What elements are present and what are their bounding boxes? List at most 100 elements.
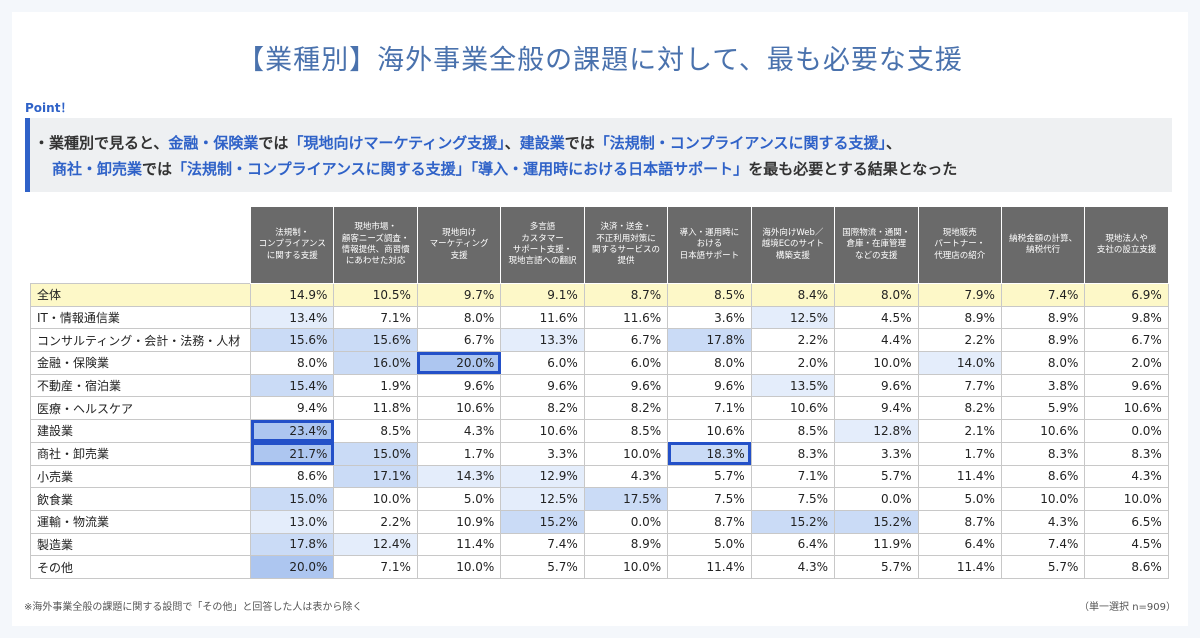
cell: 6.4% [917,532,1002,557]
cell: 10.0% [1000,487,1086,511]
table-row: 製造業 17.8% 12.4% 11.4% 7.4% 8.9% 5.0% 6.4% 11.9% 6… [30,532,1169,557]
cell: 8.2% [917,396,1002,421]
cell: 5.7% [667,464,752,489]
cell: 16.0% [333,351,418,375]
cell: 10.6% [667,419,752,443]
cell: 8.5% [667,283,752,307]
cell: 15.4% [249,373,335,398]
cell: 2.2% [750,328,836,353]
cell: 13.0% [249,509,335,534]
point-text: 、 [504,134,520,152]
cell: 11.4% [917,464,1002,489]
table-row: 運輸・物流業 13.0% 2.2% 10.9% 15.2% 0.0% 8.7% 15.2% 15… [30,509,1169,534]
table-row: 小売業 8.6% 17.1% 14.3% 12.9% 4.3% 5.7% 7.1% 5.7% 11… [30,464,1169,489]
cell: 3.3% [500,441,585,466]
cell: 10.5% [333,283,418,307]
cell: 15.6% [333,328,418,353]
cell: 14.3% [416,464,502,489]
title: 【業種別】海外事業全般の課題に対して、最も必要な支援 [237,45,963,76]
point-text: 建設業 [519,134,565,152]
cell: 8.2% [500,396,585,421]
cell: 18.3% [667,441,752,466]
cell: 8.7% [667,509,752,534]
table-row: 不動産・宿泊業 15.4% 1.9% 9.6% 9.6% 9.6% 9.6% 13.5% 9.6… [30,373,1169,398]
cell: 1.7% [416,441,502,466]
cell: 11.4% [416,532,502,557]
cell: 5.7% [834,555,919,579]
cell: 12.4% [333,532,418,557]
cell: 7.1% [750,464,836,489]
column-header: 納税金額の計算、 納税代行 [1000,206,1086,284]
cell: 10.6% [1000,419,1086,443]
table: 法規制・ コンプライアンス に関する支援 現地市場・ 顧客ニーズ調査・ 情報提供、… [30,206,1169,579]
row-label: 運輸・物流業 [30,509,251,534]
cell: 11.4% [917,555,1002,579]
cell: 8.6% [1084,555,1169,579]
cell: 5.0% [416,487,502,511]
cell: 8.0% [249,351,335,375]
cell: 7.5% [750,487,836,511]
cell: 11.6% [583,305,669,330]
column-header: 海外向けWeb／ 越境ECのサイト 構築支援 [750,206,836,284]
cell: 17.1% [333,464,418,489]
cell: 8.0% [1000,351,1086,375]
cell: 10.6% [500,419,585,443]
cell: 7.4% [1000,283,1086,307]
cell: 5.7% [834,464,919,489]
cell: 10.6% [750,396,836,421]
footnote: ※海外事業全般の課題に関する設問で「その他」と回答した人は表から除く [24,602,363,613]
cell: 9.6% [500,373,585,398]
cell: 6.7% [1084,328,1169,353]
cell: 10.0% [1084,487,1169,511]
cell: 9.6% [416,373,502,398]
point-box: ・業種別で見ると、金融・保険業では「現地向けマーケティング支援」、建設業では「法… [25,118,1172,192]
cell: 9.6% [667,373,752,398]
column-header: 決済・送金・ 不正利用対策に 関するサービスの 提供 [583,206,669,284]
cell: 15.2% [500,509,585,534]
cell: 6.4% [750,532,836,557]
row-label: 製造業 [30,532,251,557]
point-text: 「法規制・コンプライアンスに関する支援」「導入・運用時における日本語サポート」 [172,160,749,178]
cell: 9.4% [249,396,335,421]
cell: 15.2% [750,509,836,534]
cell: 17.5% [583,487,669,511]
point-text: 「現地向けマーケティング支援」 [288,134,505,152]
cell: 11.8% [333,396,418,421]
cell: 0.0% [1084,419,1169,443]
cell: 7.4% [500,532,585,557]
row-label: 建設業 [30,419,251,443]
column-header: 多言語 カスタマー サポート支援・ 現地言語への翻訳 [500,206,585,284]
table-row: その他 20.0% 7.1% 10.0% 5.7% 10.0% 11.4% 4.3% 5.7% 1… [30,555,1169,579]
row-label: 小売業 [30,464,251,489]
table-row: IT・情報通信業 13.4% 7.1% 8.0% 11.6% 11.6% 3.6% 12.5%… [30,305,1169,330]
cell: 2.0% [750,351,836,375]
cell: 10.6% [416,396,502,421]
point-text: では [564,134,595,152]
cell: 4.3% [1084,464,1169,489]
cell: 5.0% [917,487,1002,511]
cell: 8.0% [416,305,502,330]
cell: 5.9% [1000,396,1086,421]
cell: 8.9% [917,305,1002,330]
row-label: 不動産・宿泊業 [30,373,251,398]
cell: 10.9% [416,509,502,534]
sample-note: （単一選択 n=909） [1079,602,1176,613]
cell: 7.1% [333,305,418,330]
cell: 6.0% [583,351,669,375]
column-header: 導入・運用時に おける 日本語サポート [667,206,752,284]
point-text: 、 [885,134,901,152]
cell: 4.5% [834,305,919,330]
row-label: 飲食業 [30,487,251,511]
column-header: 法規制・ コンプライアンス に関する支援 [249,206,335,284]
cell: 8.7% [917,509,1002,534]
cell: 15.2% [834,509,919,534]
cell: 4.3% [416,419,502,443]
cell: 6.9% [1084,283,1169,307]
cell: 11.4% [667,555,752,579]
cell: 9.6% [1084,373,1169,398]
cell: 5.7% [500,555,585,579]
cell: 1.9% [333,373,418,398]
cell: 8.7% [583,283,669,307]
cell: 8.5% [333,419,418,443]
